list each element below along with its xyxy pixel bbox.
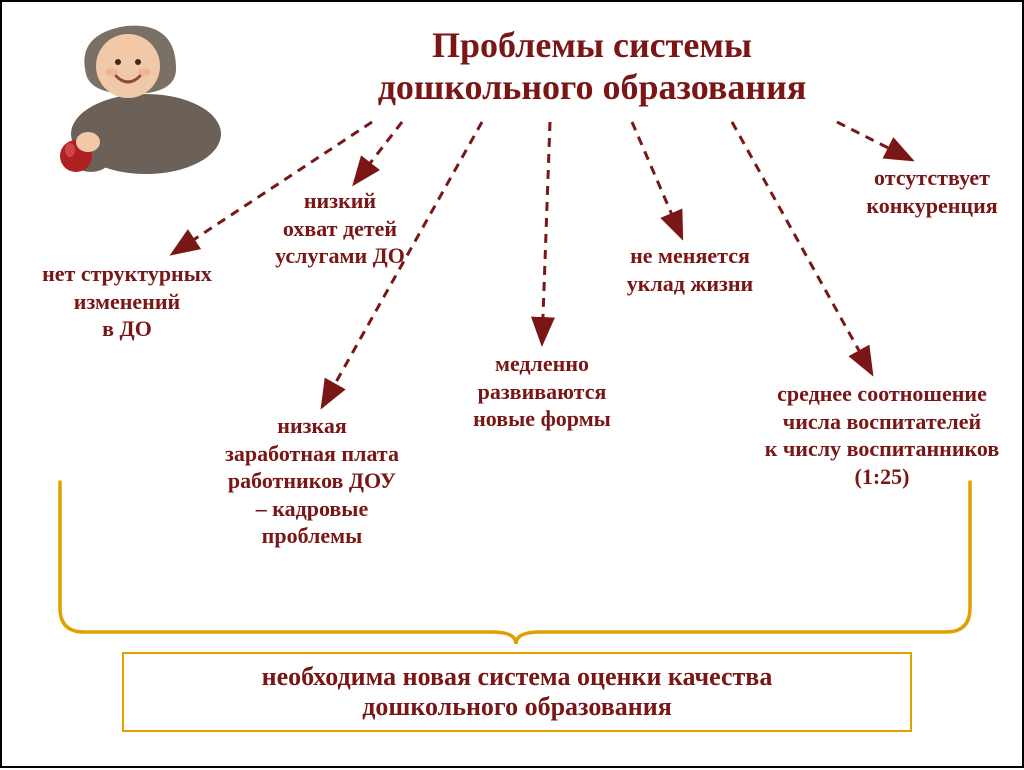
- problem-node: среднее соотношениечисла воспитателейк ч…: [742, 380, 1022, 490]
- node-line: низкий: [240, 187, 440, 215]
- node-line: охват детей: [240, 215, 440, 243]
- node-line: проблемы: [182, 522, 442, 550]
- conclusion-text: необходима новая система оценки качества…: [262, 662, 773, 722]
- baby-image: [36, 14, 226, 184]
- node-line: к числу воспитанников: [742, 435, 1022, 463]
- node-line: в ДО: [12, 315, 242, 343]
- node-line: – кадровые: [182, 495, 442, 523]
- problem-node: низкаязаработная платаработников ДОУ– ка…: [182, 412, 442, 550]
- node-line: отсутствует: [842, 164, 1022, 192]
- node-line: медленно: [432, 350, 652, 378]
- problem-node: низкийохват детейуслугами ДО: [240, 187, 440, 270]
- node-line: числа воспитателей: [742, 408, 1022, 436]
- node-line: низкая: [182, 412, 442, 440]
- title-line1: Проблемы системы: [232, 24, 952, 66]
- title-line2: дошкольного образования: [232, 66, 952, 108]
- node-line: не меняется: [590, 242, 790, 270]
- node-line: (1:25): [742, 463, 1022, 491]
- node-line: уклад жизни: [590, 270, 790, 298]
- problem-node: не меняетсяуклад жизни: [590, 242, 790, 297]
- node-line: услугами ДО: [240, 242, 440, 270]
- node-line: конкуренция: [842, 192, 1022, 220]
- node-line: среднее соотношение: [742, 380, 1022, 408]
- node-line: новые формы: [432, 405, 652, 433]
- diagram-title: Проблемы системы дошкольного образования: [232, 24, 952, 108]
- problem-node: нет структурныхизмененийв ДО: [12, 260, 242, 343]
- node-line: работников ДОУ: [182, 467, 442, 495]
- node-line: нет структурных: [12, 260, 242, 288]
- node-line: изменений: [12, 288, 242, 316]
- problem-node: медленноразвиваютсяновые формы: [432, 350, 652, 433]
- node-line: заработная плата: [182, 440, 442, 468]
- conclusion-box: необходима новая система оценки качества…: [122, 652, 912, 732]
- problem-node: отсутствуетконкуренция: [842, 164, 1022, 219]
- node-line: развиваются: [432, 378, 652, 406]
